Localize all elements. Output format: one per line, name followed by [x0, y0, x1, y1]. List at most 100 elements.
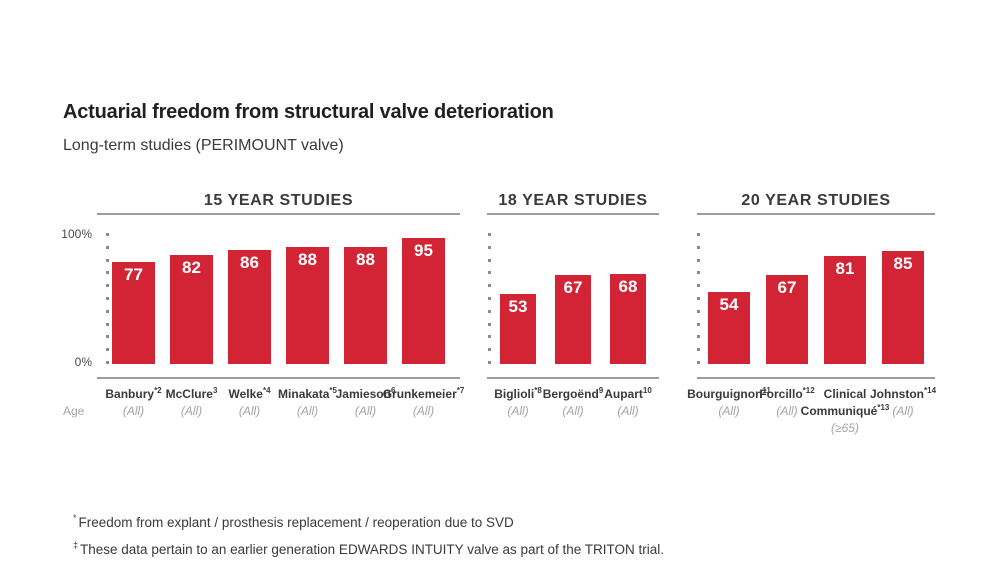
axis-tick-dot [697, 309, 700, 313]
bar-value-label: 85 [893, 254, 913, 273]
axis-tick-dot [697, 322, 700, 326]
study-name-text: Communiqué [800, 404, 878, 418]
double-dagger-symbol: ‡ [73, 540, 79, 550]
category-johnston: Johnston*14 (All) [870, 386, 936, 437]
axis-tick-dot [488, 348, 491, 352]
study-name-text: Clinical [823, 387, 867, 401]
bar-value-label: 67 [777, 278, 797, 297]
footnote-svd: * Freedom from explant / prosthesis repla… [73, 507, 664, 534]
bars-row: 53 67 68 [487, 274, 659, 364]
bar-value-label: 68 [618, 277, 638, 296]
axis-tick-dot [106, 284, 109, 288]
footnotes: * Freedom from explant / prosthesis repla… [73, 507, 664, 561]
bar-bourguignon: 54 [708, 292, 750, 364]
bar-grunkemeier: 95 [402, 238, 445, 364]
age-group-label: (≥65) [831, 421, 859, 435]
study-name-text: McClure [165, 387, 213, 401]
bar-mcclure: 82 [170, 255, 213, 364]
footnote-triton-text: These data pertain to an earlier generat… [80, 541, 665, 557]
axis-tick-dot [488, 297, 491, 300]
category-forcillo: Forcillo*12 (All) [759, 386, 814, 437]
age-group-label: (All) [562, 404, 584, 418]
bar-value-label: 54 [719, 295, 739, 314]
axis-tick-dot [488, 258, 491, 262]
study-name-text: Forcillo [759, 387, 803, 401]
category-labels-row: Biglioli*8 (All) Bergoënd9 (All) Aupart10 (Al… [487, 386, 659, 420]
category-bourguignon: Bourguignon11 (All) [687, 386, 771, 437]
category-biglioli: Biglioli*8 (All) [494, 386, 542, 420]
reference-superscript: *8 [534, 386, 542, 395]
category-mcclure: McClure3 (All) [166, 386, 218, 420]
study-name-text: Aupart [604, 387, 643, 401]
axis-tick-dot [106, 258, 109, 262]
study-name: Bourguignon11 [687, 386, 771, 403]
age-group-label: (All) [180, 404, 203, 418]
axis-tick-dot [488, 361, 491, 364]
study-name: Welke*4 [228, 386, 270, 403]
axis-tick-dot [697, 258, 700, 262]
axis-tick-dot [106, 245, 109, 249]
panel-title: 15 YEAR STUDIES [203, 192, 354, 209]
age-group-label: (All) [892, 404, 914, 418]
panel-baseline-rule [97, 377, 460, 379]
bar-value-label: 88 [298, 250, 317, 269]
age-group-label: (All) [122, 404, 145, 418]
axis-tick-dot [697, 245, 700, 249]
bar-banbury: 77 [112, 262, 155, 364]
axis-tick-dot [106, 297, 109, 300]
panel-top-rule [697, 213, 935, 215]
axis-tick-dot [488, 335, 491, 339]
page-title: Actuarial freedom from structural valve … [63, 101, 554, 123]
study-name: Minakata*5 [278, 386, 337, 403]
axis-tick-dot [488, 284, 491, 288]
axis-tick-dot [106, 233, 109, 236]
panel-title: 18 YEAR STUDIES [498, 192, 648, 209]
category-labels-row: Bourguignon11 (All) Forcillo*12 (All) Clinic… [687, 386, 936, 437]
study-name-text: Welke [228, 387, 263, 401]
age-group-label: (All) [412, 404, 435, 418]
study-name-text: Bergoënd [542, 387, 599, 401]
category-jamieson: Jamieson6 (All) [336, 386, 396, 420]
plot-area: 54 67 81 85 [697, 215, 935, 377]
axis-tick-dot [106, 348, 109, 352]
bar-value-label: 95 [414, 241, 433, 260]
study-name: Biglioli*8 [494, 386, 542, 403]
bar-johnston: 85 [882, 251, 924, 364]
bar-value-label: 88 [356, 250, 375, 269]
bar-welke: 86 [228, 250, 271, 364]
panel-baseline-rule [697, 377, 935, 379]
page-subtitle: Long-term studies (PERIMOUNT valve) [63, 137, 344, 154]
reference-superscript: 9 [598, 386, 604, 395]
axis-tick-dot [106, 361, 109, 364]
reference-superscript: *13 [877, 403, 890, 412]
panel-top-rule [487, 213, 659, 215]
panel-top-rule [97, 213, 460, 215]
axis-tick-dot [488, 309, 491, 313]
age-row-label: Age [63, 404, 85, 418]
category-clinical: Clinical Communiqué*13 (≥65) [801, 386, 890, 437]
study-name-text: Jamieson [335, 387, 391, 401]
panel-baseline-rule [487, 377, 659, 379]
reference-superscript: *7 [456, 386, 465, 395]
study-name: Clinical [824, 386, 867, 403]
age-group-label: (All) [507, 404, 529, 418]
reference-superscript: *5 [329, 386, 337, 395]
study-name-text: Biglioli [494, 387, 535, 401]
study-name: Bergoënd9 [543, 386, 603, 403]
bar-value-label: 67 [563, 278, 583, 297]
bar-value-label: 86 [240, 253, 259, 272]
study-name-text: Johnston [870, 387, 924, 401]
age-group-label: (All) [238, 404, 261, 418]
study-name: Jamieson6 [336, 386, 396, 403]
axis-tick-dot [488, 245, 491, 249]
study-name: McClure3 [166, 386, 218, 403]
age-group-label: (All) [718, 404, 740, 418]
bar-aupart: 68 [610, 274, 646, 364]
category-aupart: Aupart10 (All) [604, 386, 652, 420]
study-name-text: Bourguignon [687, 387, 763, 401]
ytick-0: 0% [74, 355, 92, 369]
reference-superscript: *14 [924, 386, 937, 395]
axis-tick-dot [697, 271, 700, 275]
reference-superscript: 11 [762, 386, 771, 395]
